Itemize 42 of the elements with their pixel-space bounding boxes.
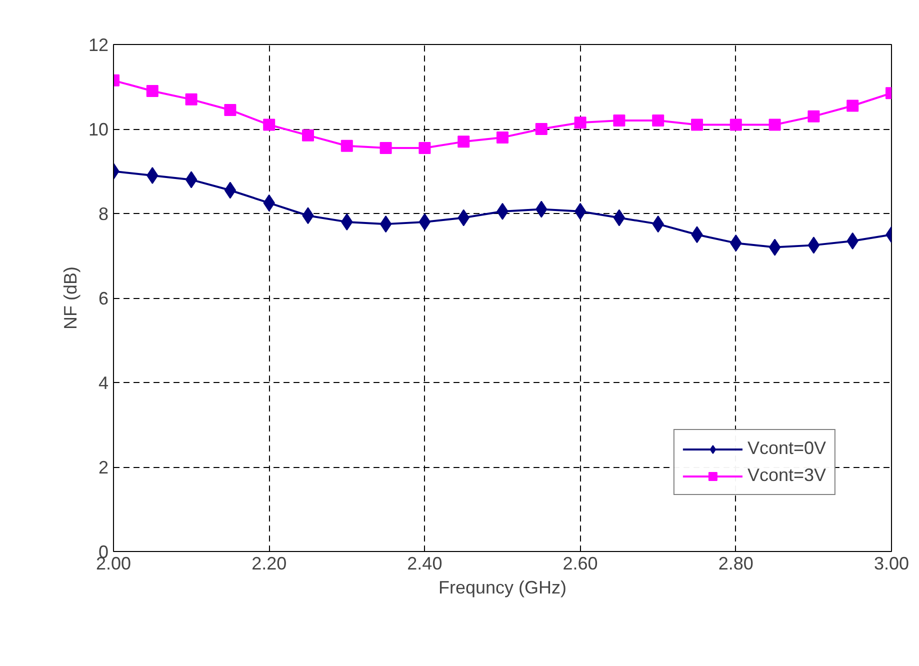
- point: [574, 202, 586, 220]
- point: [808, 110, 820, 122]
- point: [574, 116, 586, 129]
- point: [496, 131, 508, 144]
- legend-label: Vcont=3V: [747, 465, 826, 486]
- point: [613, 114, 626, 127]
- point: [146, 84, 158, 97]
- legend-label: Vcont=0V: [747, 438, 826, 459]
- point: [458, 136, 470, 148]
- point: [846, 100, 859, 112]
- x-tick-label: 2.60: [562, 554, 598, 574]
- point: [380, 142, 392, 154]
- point: [185, 171, 198, 188]
- y-tick-label: 10: [88, 120, 109, 140]
- point: [768, 238, 781, 256]
- point: [730, 118, 742, 131]
- x-tick-label: 2.20: [252, 554, 287, 574]
- y-tick-label: 6: [98, 288, 109, 308]
- point: [418, 142, 431, 154]
- y-axis-title: NF (dB): [60, 266, 80, 330]
- point: [535, 123, 548, 135]
- point: [768, 118, 781, 131]
- point: [380, 216, 392, 233]
- x-tick-label: 3.00: [874, 554, 910, 574]
- point: [263, 118, 276, 131]
- point: [652, 114, 664, 127]
- point: [340, 140, 353, 152]
- y-tick-label: 4: [98, 373, 109, 393]
- y-tick-label: 12: [88, 35, 109, 55]
- point: [613, 209, 626, 226]
- point: [691, 118, 703, 131]
- x-tick-label: 2.40: [407, 554, 442, 574]
- point: [224, 182, 236, 199]
- x-tick-label: 2.80: [718, 554, 754, 574]
- x-axis-title: Frequncy (GHz): [438, 578, 567, 598]
- y-tick-label: 2: [98, 458, 109, 478]
- point: [224, 104, 236, 116]
- point: [185, 93, 198, 106]
- point: [418, 213, 431, 230]
- point: [808, 236, 820, 254]
- point: [302, 129, 314, 142]
- y-tick-label: 8: [98, 204, 109, 224]
